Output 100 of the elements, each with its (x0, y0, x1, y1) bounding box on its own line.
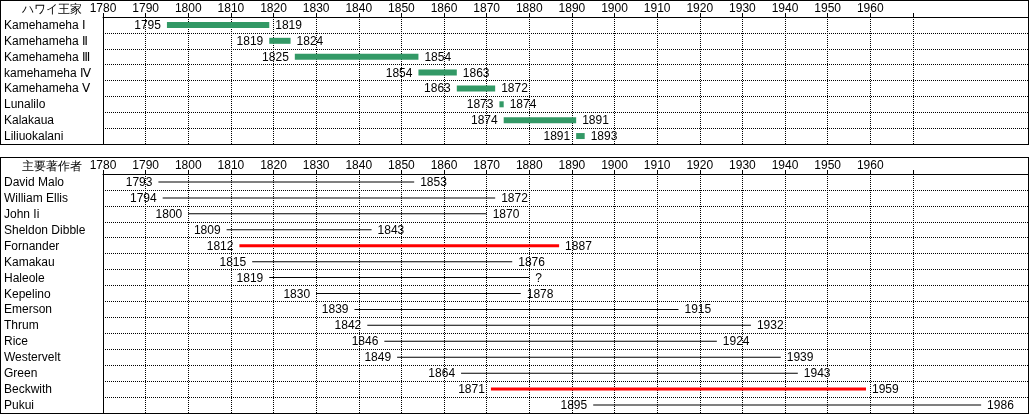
y-tick-label: Haleole (4, 270, 46, 285)
annotation: 1864 (428, 366, 456, 381)
annotation: 1812 (206, 238, 234, 253)
y-tick-label: David Malo (4, 174, 65, 189)
y-axis-title: 主要著作者 (22, 159, 82, 173)
y-axis-title: ハワイ王家 (21, 2, 82, 16)
annotation: 1846 (351, 334, 379, 349)
x-tick-label: 1830 (302, 158, 330, 172)
annotation: 1874 (470, 113, 499, 128)
x-tick-label: 1870 (473, 158, 501, 172)
y-tick-label: Kamakau (4, 254, 55, 269)
annotation: 1887 (565, 238, 593, 253)
x-tick-label: 1840 (345, 158, 373, 172)
x-tick-label: 1830 (302, 1, 330, 15)
y-tick-label: kamehameha Ⅳ (4, 65, 92, 80)
y-tick-label: Sheldon Dibble (4, 222, 86, 237)
annotation: 1824 (296, 33, 324, 48)
x-tick-label: 1940 (771, 158, 799, 172)
annotation: 1830 (283, 286, 311, 301)
y-tick-label: Kepelino (4, 286, 52, 301)
annotation: 1939 (786, 350, 814, 365)
x-tick-label: 1890 (558, 158, 586, 172)
annotation: 1872 (501, 190, 529, 205)
x-tick-label: 1780 (89, 158, 117, 172)
y-tick-label: Green (4, 366, 38, 381)
y-tick-label: John Ii (4, 206, 40, 221)
x-tick-label: 1790 (132, 1, 160, 15)
annotation: 1795 (134, 17, 162, 32)
bar (269, 37, 291, 44)
annotation: 1819 (236, 33, 264, 48)
annotation: 1915 (684, 302, 712, 317)
bar (499, 101, 504, 108)
x-tick-label: 1960 (856, 1, 884, 15)
bar (239, 244, 560, 248)
x-tick-label: 1840 (345, 1, 373, 15)
annotation: 1924 (722, 334, 750, 349)
annotation: 1853 (420, 174, 448, 189)
annotation: 1863 (424, 81, 452, 96)
y-tick-label: Beckwith (4, 382, 53, 397)
x-tick-label: 1860 (430, 1, 458, 15)
x-tick-label: 1880 (515, 1, 543, 15)
annotation: 1874 (509, 97, 537, 112)
annotation: 1825 (262, 49, 290, 64)
x-tick-label: 1820 (260, 1, 288, 15)
x-tick-label: 1810 (217, 158, 245, 172)
bar (490, 387, 867, 391)
annotation: 1893 (590, 129, 618, 144)
y-tick-label: Thrum (4, 318, 39, 333)
x-tick-label: 1860 (430, 158, 458, 172)
y-tick-label: Emerson (4, 302, 53, 317)
annotation: 1870 (492, 206, 520, 221)
y-tick-label: Fornander (4, 238, 60, 253)
x-tick-label: 1850 (388, 1, 416, 15)
annotation: 1871 (458, 382, 486, 397)
bar (294, 53, 419, 60)
y-tick-label: Kalakaua (4, 113, 55, 128)
annotation: 1794 (129, 190, 157, 205)
y-tick-label: Kamehameha Ⅴ (4, 81, 92, 96)
annotation: 1932 (756, 318, 784, 333)
annotation: 1959 (872, 382, 900, 397)
x-tick-label: 1800 (174, 1, 202, 15)
annotation: 1842 (334, 318, 362, 333)
annotation: 1854 (424, 49, 452, 64)
x-tick-label: 1880 (515, 158, 543, 172)
y-tick-label: Kamehameha Ⅱ (4, 33, 88, 48)
bar (576, 133, 585, 140)
annotation: 1878 (526, 286, 554, 301)
annotation: 1891 (582, 113, 610, 128)
annotation: 1839 (321, 302, 349, 317)
x-tick-label: 1850 (388, 158, 416, 172)
y-tick-label: Rice (4, 334, 29, 349)
annotation: 1873 (466, 97, 494, 112)
bar (456, 85, 496, 92)
annotation: 1843 (377, 222, 405, 237)
x-tick-label: 1950 (814, 158, 842, 172)
annotation: 1943 (803, 366, 831, 381)
x-tick-label: 1960 (856, 158, 884, 172)
annotation: 1876 (518, 254, 546, 269)
x-tick-label: 1920 (686, 158, 714, 172)
y-tick-label: William Ellis (4, 190, 68, 205)
annotation: 1849 (364, 350, 392, 365)
x-tick-label: 1820 (260, 158, 288, 172)
annotation: 1986 (987, 398, 1015, 413)
x-tick-label: 1910 (643, 1, 671, 15)
y-tick-label: Lunalilo (4, 97, 46, 112)
x-tick-label: 1930 (729, 158, 757, 172)
bar (418, 69, 457, 76)
annotation: ? (535, 270, 543, 285)
y-tick-label: Kamehameha Ⅲ (4, 49, 91, 64)
y-tick-label: Kamehameha Ⅰ (4, 17, 86, 32)
annotation: 1863 (462, 65, 490, 80)
annotation: 1854 (385, 65, 413, 80)
x-tick-label: 1950 (814, 1, 842, 15)
x-tick-label: 1870 (473, 1, 501, 15)
annotation: 1895 (560, 398, 588, 413)
annotation: 1793 (125, 174, 153, 189)
x-tick-label: 1930 (729, 1, 757, 15)
x-tick-label: 1810 (217, 1, 245, 15)
y-tick-label: Liliuokalani (4, 129, 64, 144)
annotation: 1819 (275, 17, 303, 32)
